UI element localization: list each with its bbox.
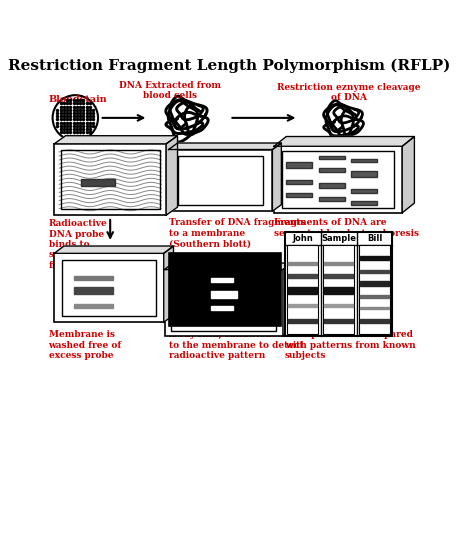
Bar [179,156,263,205]
Bar [74,276,113,280]
Bar [54,144,166,215]
Bar [324,319,353,323]
Text: X-ray film, sandwiched
to the membrane to detect
radioactive pattern: X-ray film, sandwiched to the membrane t… [168,330,303,360]
Polygon shape [273,143,281,211]
Bar [360,307,389,310]
Bar [324,262,353,265]
Bar [319,156,345,159]
Bar [324,274,353,277]
Text: Sample: Sample [321,234,356,243]
Bar [286,163,312,168]
Bar [62,260,156,316]
Bar [288,304,317,307]
Text: DNA Extracted from
blood cells: DNA Extracted from blood cells [119,81,221,100]
Bar [359,245,390,333]
Text: Radioactive
DNA probe
binds to
specific DNA
fragments: Radioactive DNA probe binds to specific … [49,219,113,270]
Bar [171,274,276,331]
Bar [323,245,354,333]
Text: Transfer of DNA fragments
to a membrane
(Southern blott): Transfer of DNA fragments to a membrane … [168,219,305,248]
Bar [351,159,377,163]
Bar [288,274,317,277]
Bar [274,146,402,213]
Text: John: John [292,234,313,243]
Text: DNA pattern is compared
with patterns from known
subjects: DNA pattern is compared with patterns fr… [285,330,415,360]
Bar [288,287,317,294]
Polygon shape [54,135,178,144]
Bar [324,304,353,307]
Polygon shape [164,246,174,322]
Polygon shape [54,246,174,254]
Bar [168,150,273,211]
Bar [360,281,389,286]
Text: Bill: Bill [367,234,382,243]
Bar [211,277,234,282]
Text: Membrane is
washed free of
excess probe: Membrane is washed free of excess probe [49,330,122,360]
Bar [287,245,318,333]
Polygon shape [164,263,291,270]
Circle shape [53,95,98,140]
Bar [351,201,377,205]
Polygon shape [168,143,281,150]
Bar [164,270,283,336]
Bar [360,256,389,260]
Bar [61,150,160,209]
Bar [360,295,389,298]
Bar [351,171,377,177]
Bar [319,183,345,188]
Bar [74,287,113,294]
Bar [211,292,237,298]
Bar [324,287,353,294]
Bar [360,270,389,273]
Bar [286,193,312,196]
Bar [319,168,345,172]
Bar [282,151,394,208]
Bar [286,180,312,183]
Polygon shape [166,135,178,215]
Bar [168,254,280,326]
Polygon shape [274,137,414,146]
Bar [319,197,345,201]
Polygon shape [283,263,291,336]
Bar [351,189,377,193]
Bar [81,179,115,186]
Bar [360,319,389,323]
Text: Bloodstain: Bloodstain [49,95,107,104]
Polygon shape [402,137,414,213]
Bar [54,254,164,322]
Bar [288,319,317,323]
Bar [285,232,392,336]
Bar [74,304,113,308]
Bar [211,306,234,310]
Text: Restriction Fragment Length Polymorphism (RFLP): Restriction Fragment Length Polymorphism… [8,59,451,73]
Text: Fragments of DNA are
separated by electrophoresis: Fragments of DNA are separated by electr… [274,219,419,238]
Text: Restriction eznyme cleavage
of DNA: Restriction eznyme cleavage of DNA [277,83,420,102]
Bar [288,262,317,265]
